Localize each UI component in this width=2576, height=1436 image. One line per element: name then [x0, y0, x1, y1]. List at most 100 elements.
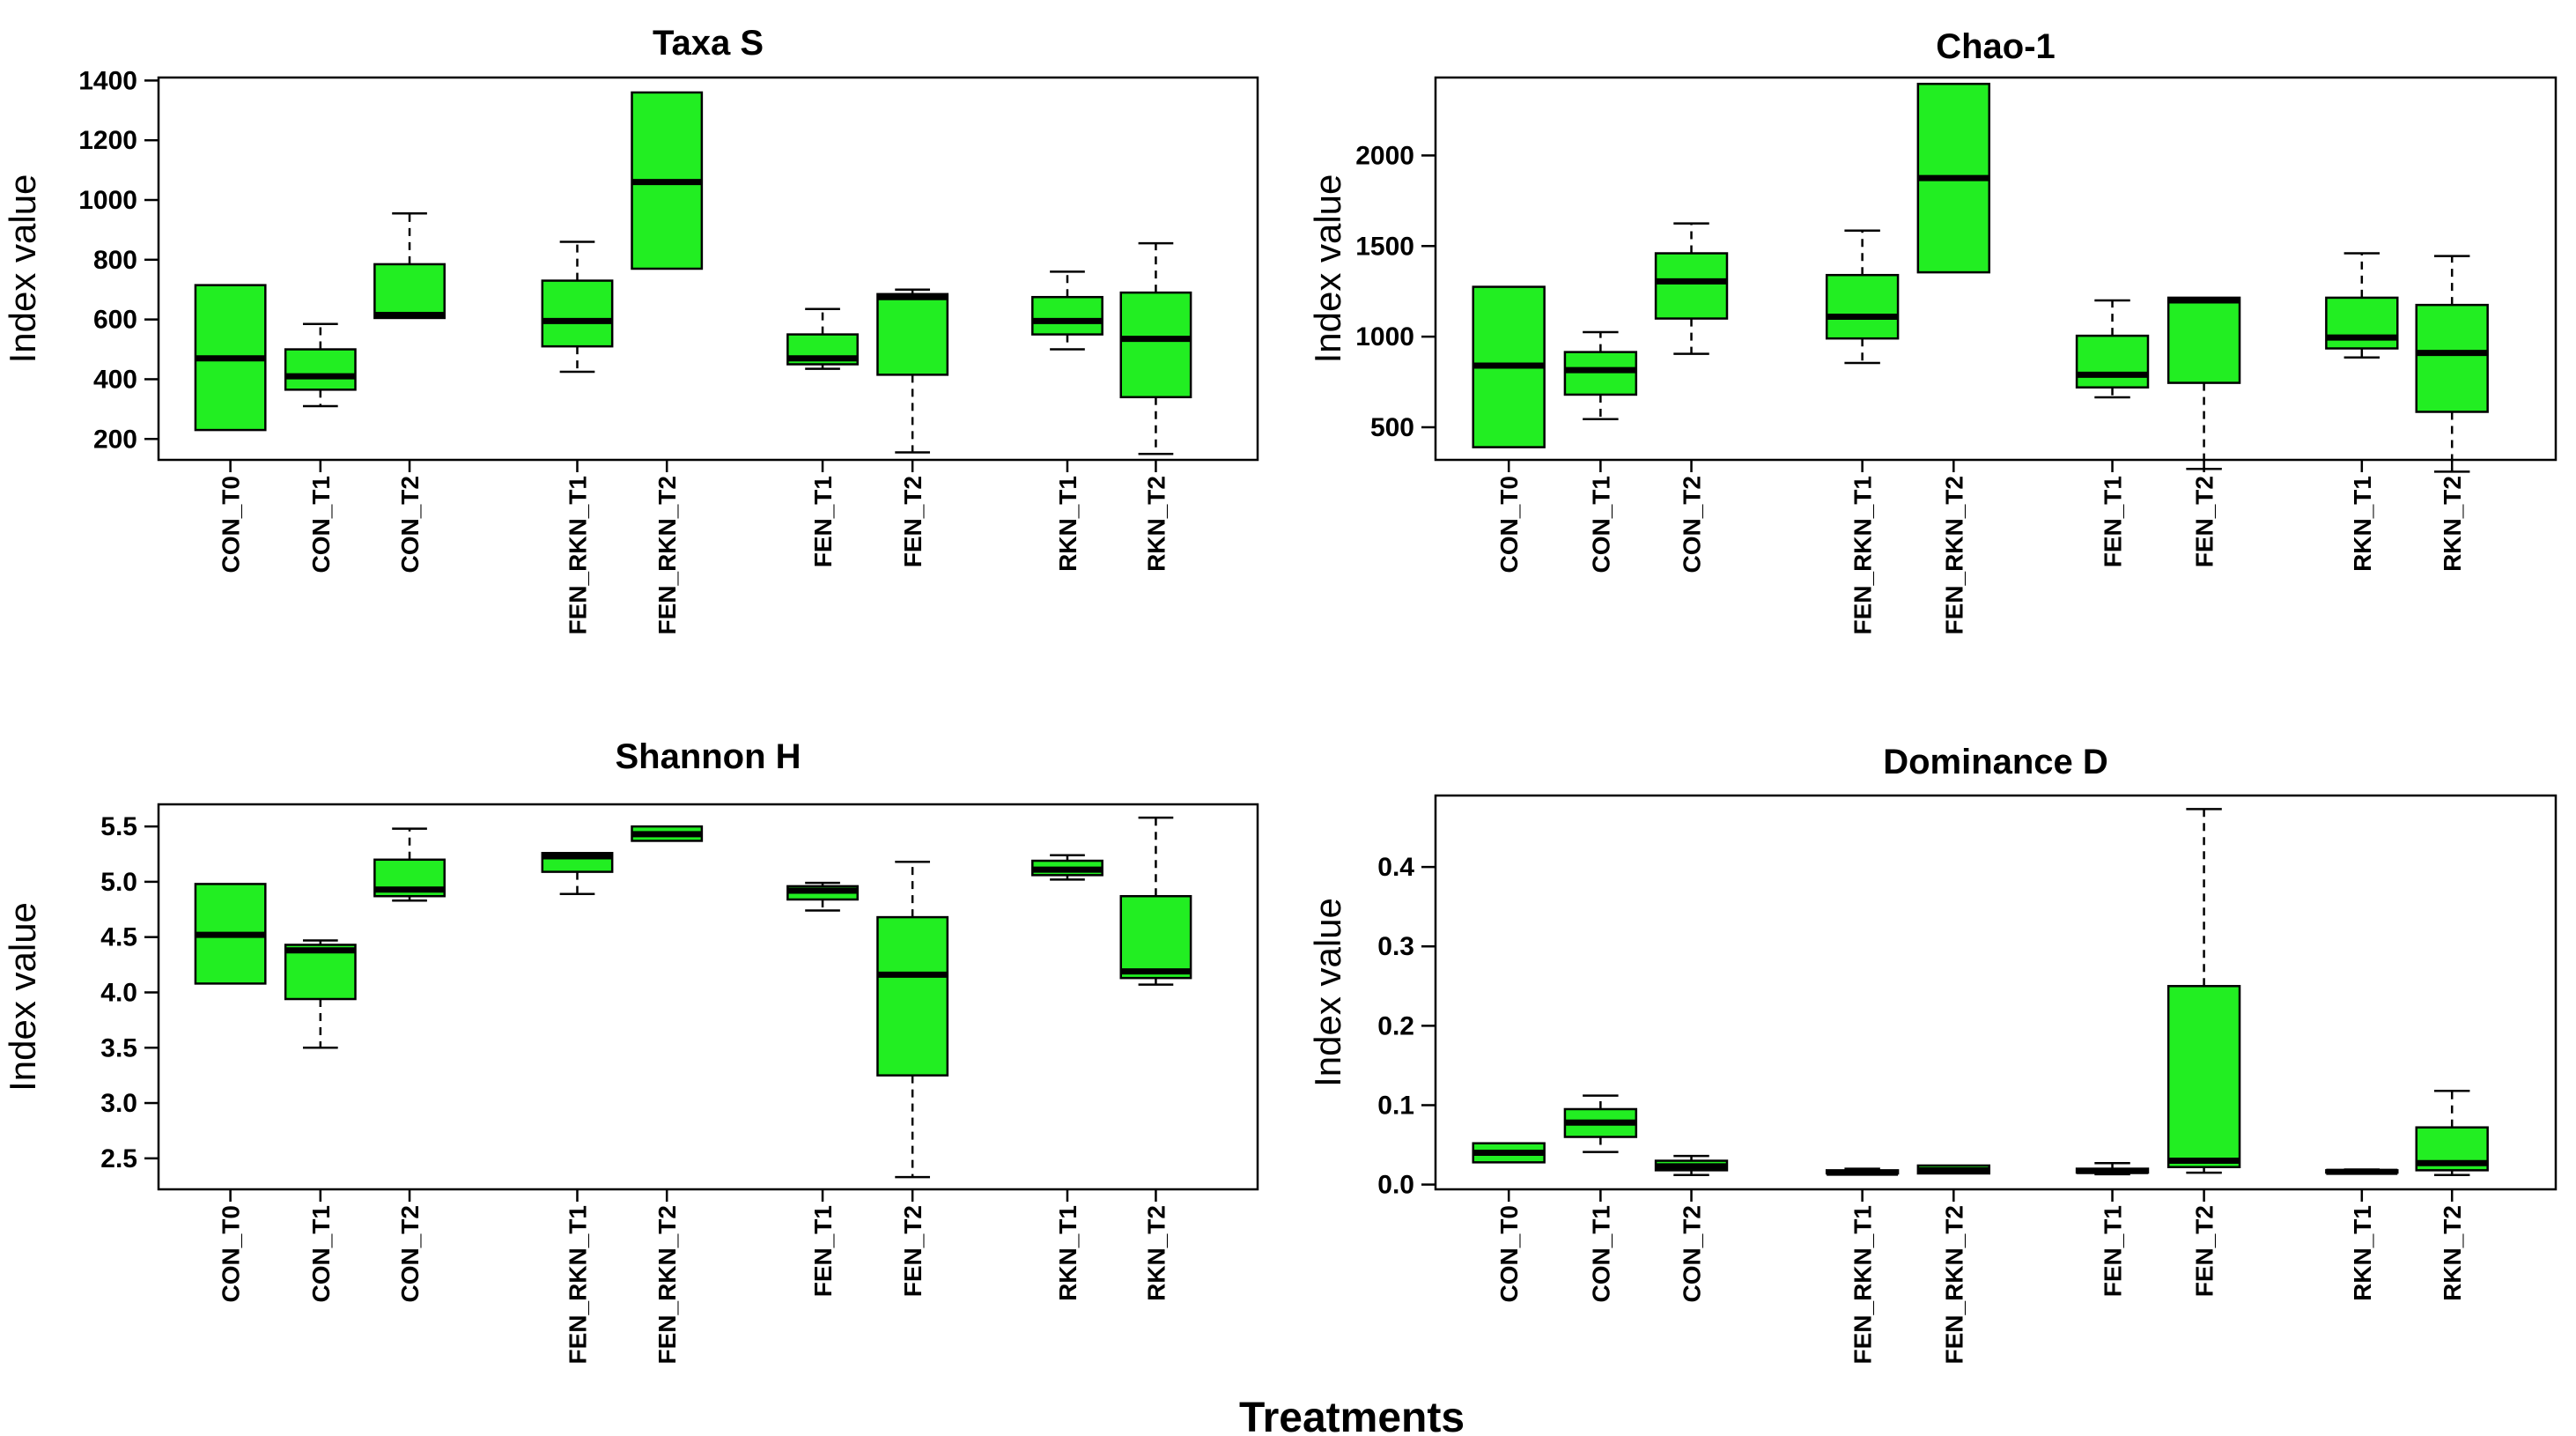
- box-body: [2325, 296, 2399, 350]
- x-tick-label: FEN_RKN_T2: [653, 476, 681, 634]
- chart-title: Dominance D: [1883, 743, 2108, 781]
- x-tick-label: FEN_RKN_T1: [564, 1205, 591, 1364]
- box-body: [1031, 295, 1103, 336]
- panel-shannon-h: Shannon H Index value 2.5 3.0 3.5 4.0 4.5 5.0 5.…: [2, 737, 1259, 1364]
- x-tick-label: FEN_RKN_T2: [1940, 1205, 1967, 1364]
- box-body: [876, 292, 949, 376]
- x-tick-label: FEN_T1: [2100, 476, 2127, 567]
- box-con-t0: [194, 883, 267, 985]
- x-tick-label: FEN_T2: [2191, 1205, 2218, 1297]
- x-tick-label: RKN_T1: [1054, 1205, 1081, 1301]
- x-tick-label: FEN_RKN_T1: [1849, 476, 1877, 634]
- y-tick-label: 3.5: [100, 1033, 137, 1062]
- x-tick-label: FEN_T1: [809, 476, 837, 567]
- box-rkn-t1: [1031, 854, 1103, 881]
- y-axis-label: Index value: [1307, 174, 1348, 364]
- x-tick-label: FEN_T1: [2100, 1205, 2127, 1297]
- box-con-t2: [373, 212, 446, 320]
- chart-title: Shannon H: [615, 737, 801, 776]
- x-tick-label: CON_T1: [1587, 1205, 1614, 1302]
- box-rkn-t2: [1119, 816, 1192, 986]
- y-tick-label: 5.0: [100, 868, 137, 897]
- y-axis-label: Index value: [2, 902, 43, 1092]
- box-fen-rkn-t2: [1916, 82, 1990, 274]
- box-fen-rkn-t1: [1825, 229, 1900, 365]
- y-tick-label: 400: [93, 365, 137, 394]
- y-tick-label: 1000: [1355, 322, 1414, 352]
- box-fen-t1: [786, 881, 859, 912]
- y-tick-label: 0.4: [1377, 853, 1414, 882]
- x-tick-label: CON_T2: [396, 1205, 424, 1302]
- box-con-t2: [1654, 1154, 1729, 1177]
- x-tick-label: CON_T2: [396, 476, 424, 573]
- box-rkn-t1: [2325, 252, 2399, 359]
- box-rkn-t2: [1119, 241, 1192, 455]
- figure-x-axis-label: Treatments: [1239, 1395, 1465, 1436]
- x-tick-label: RKN_T1: [1054, 476, 1081, 572]
- x-tick-label: CON_T1: [307, 476, 335, 573]
- box-body: [2166, 985, 2241, 1169]
- plot-frame: [1434, 794, 2558, 1191]
- x-tick-label: RKN_T2: [2439, 476, 2466, 572]
- box-body: [2415, 303, 2489, 413]
- y-tick-label: 2.5: [100, 1144, 137, 1173]
- panel-dominance-d: Dominance D Index value 0.0 0.1 0.2 0.3 0.4 CON…: [1307, 743, 2558, 1364]
- x-tick-label: RKN_T1: [2349, 476, 2376, 572]
- y-tick-label: 0.2: [1377, 1011, 1414, 1040]
- box-rkn-t1: [1031, 270, 1103, 351]
- box-con-t2: [373, 827, 446, 902]
- box-fen-rkn-t2: [1916, 1164, 1990, 1175]
- y-tick-label: 0.0: [1377, 1171, 1414, 1200]
- box-con-t2: [1654, 222, 1729, 355]
- y-tick-label: 4.0: [100, 978, 137, 1007]
- y-tick-label: 600: [93, 306, 137, 335]
- x-tick-label: RKN_T2: [1142, 476, 1170, 572]
- box-fen-t1: [2075, 1162, 2150, 1176]
- x-tick-label: CON_T2: [1679, 476, 1706, 573]
- x-tick-label: FEN_RKN_T1: [564, 476, 591, 634]
- x-tick-label: FEN_RKN_T2: [653, 1205, 681, 1364]
- box-fen-t1: [2075, 299, 2150, 399]
- box-rkn-t2: [2415, 255, 2489, 473]
- box-con-t0: [1472, 1142, 1546, 1164]
- box-fen-t2: [2166, 808, 2241, 1174]
- x-tick-label: RKN_T2: [2439, 1205, 2466, 1301]
- x-tick-label: FEN_T2: [899, 476, 926, 567]
- x-tick-label: RKN_T2: [1142, 1205, 1170, 1301]
- box-con-t1: [284, 322, 357, 408]
- box-fen-t2: [876, 861, 949, 1179]
- y-axis-label: Index value: [2, 174, 43, 364]
- box-body: [1119, 894, 1192, 980]
- y-axis-label: Index value: [1307, 898, 1348, 1087]
- x-tick-label: FEN_T2: [2191, 476, 2218, 567]
- box-fen-rkn-t1: [1825, 1167, 1900, 1176]
- box-fen-t2: [2166, 296, 2241, 470]
- panel-chao-1: Chao-1 Index value 500 1000 1500 2000 CON_T0 CO…: [1307, 27, 2558, 634]
- x-tick-label: FEN_T1: [809, 1205, 837, 1297]
- box-con-t1: [1563, 1094, 1638, 1153]
- x-tick-label: FEN_RKN_T1: [1849, 1205, 1877, 1364]
- box-con-t1: [284, 939, 357, 1049]
- box-fen-rkn-t2: [631, 825, 704, 842]
- box-body: [284, 944, 357, 1001]
- box-body: [2166, 296, 2241, 384]
- x-tick-label: CON_T1: [307, 1205, 335, 1302]
- y-tick-label: 1400: [78, 66, 137, 95]
- y-tick-label: 200: [93, 425, 137, 454]
- box-rkn-t1: [2325, 1168, 2399, 1175]
- box-body: [1825, 273, 1900, 340]
- box-fen-rkn-t2: [631, 91, 704, 270]
- y-tick-label: 0.3: [1377, 932, 1414, 961]
- y-tick-label: 500: [1370, 413, 1414, 442]
- box-body: [284, 348, 357, 391]
- box-fen-t1: [786, 307, 859, 370]
- plot-frame: [157, 803, 1259, 1191]
- x-tick-label: CON_T0: [1495, 476, 1523, 573]
- chart-title: Taxa S: [653, 24, 764, 63]
- x-tick-label: CON_T0: [1495, 1205, 1523, 1302]
- y-tick-label: 5.5: [100, 812, 137, 841]
- chart-title: Chao-1: [1936, 27, 2056, 66]
- plot-frame: [1434, 76, 2558, 462]
- box-body: [1119, 291, 1192, 399]
